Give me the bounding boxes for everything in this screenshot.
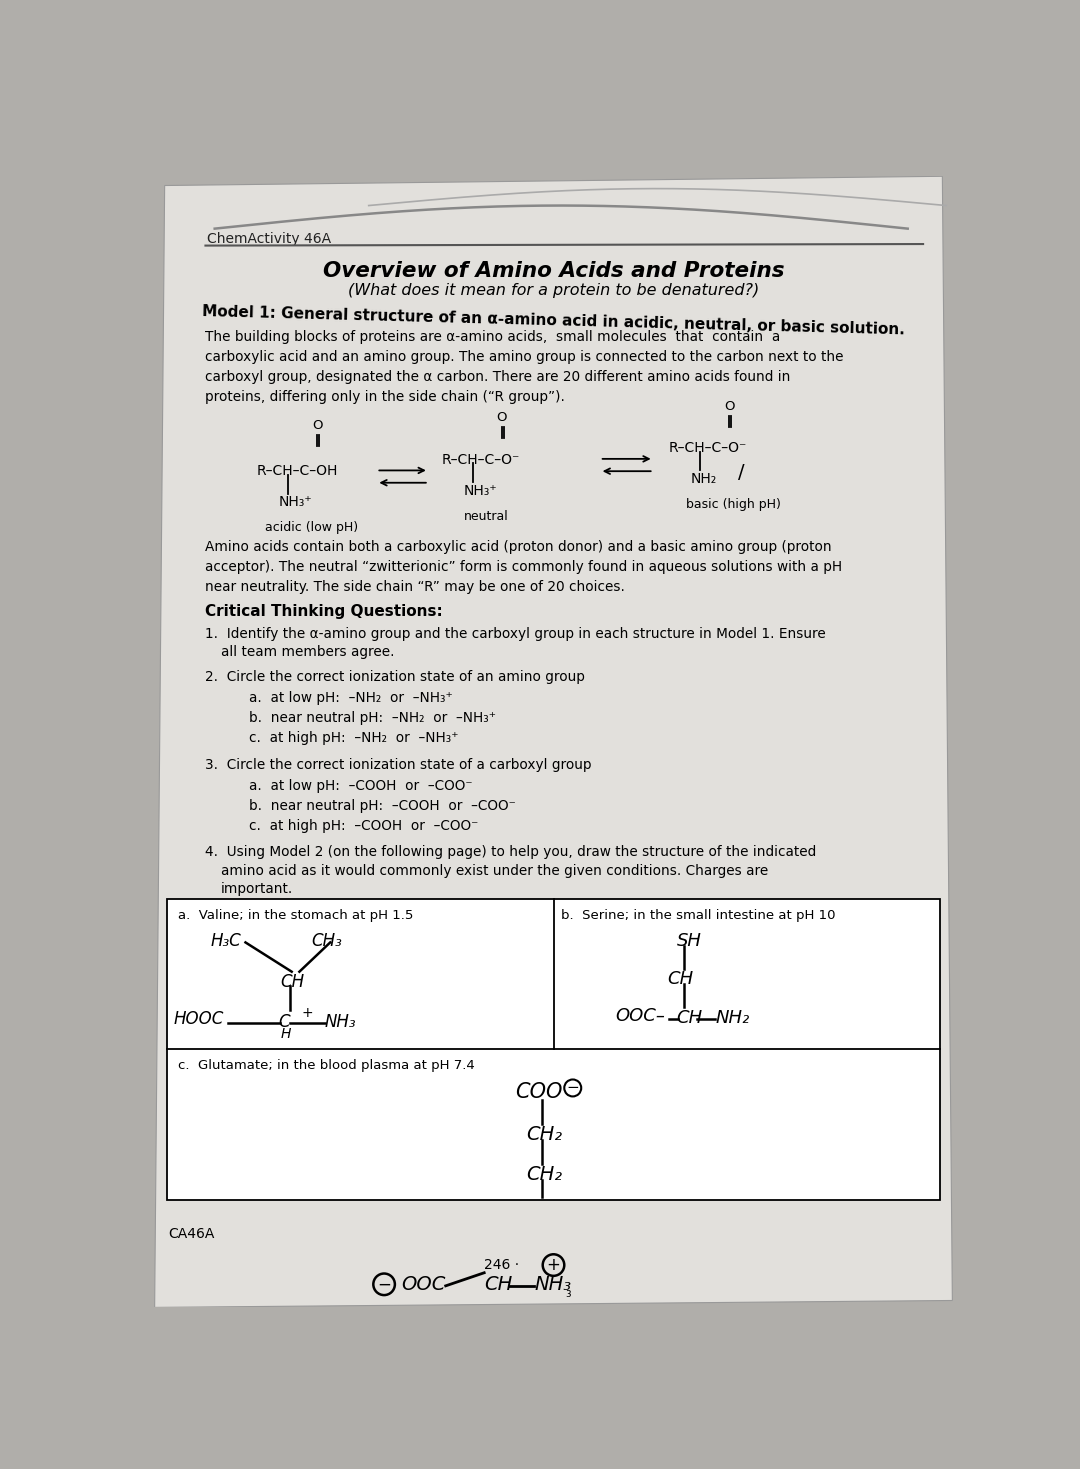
Text: O: O: [724, 400, 734, 413]
Text: 246 ·: 246 ·: [484, 1257, 519, 1272]
Text: basic (high pH): basic (high pH): [686, 498, 781, 511]
Text: Model 1: General structure of an α-amino acid in acidic, neutral, or basic solut: Model 1: General structure of an α-amino…: [202, 304, 905, 338]
Text: NH₃: NH₃: [325, 1014, 356, 1031]
Text: HOOC: HOOC: [174, 1011, 225, 1028]
Text: CH: CH: [677, 1009, 703, 1027]
Text: +: +: [546, 1256, 561, 1274]
Text: carboxylic acid and an amino group. The amino group is connected to the carbon n: carboxylic acid and an amino group. The …: [205, 350, 843, 364]
Text: c.  at high pH:  –COOH  or  –COO⁻: c. at high pH: –COOH or –COO⁻: [249, 820, 478, 833]
Text: c.  Glutamate; in the blood plasma at pH 7.4: c. Glutamate; in the blood plasma at pH …: [178, 1059, 474, 1072]
Text: The building blocks of proteins are α-amino acids,  small molecules  that  conta: The building blocks of proteins are α-am…: [205, 331, 781, 344]
Text: −: −: [566, 1081, 579, 1096]
Text: neutral: neutral: [463, 510, 509, 523]
Text: b.  near neutral pH:  –COOH  or  –COO⁻: b. near neutral pH: –COOH or –COO⁻: [249, 799, 516, 814]
Text: 4.  Using Model 2 (on the following page) to help you, draw the structure of the: 4. Using Model 2 (on the following page)…: [205, 846, 816, 859]
Text: SH: SH: [677, 931, 702, 949]
Text: Amino acids contain both a carboxylic acid (proton donor) and a basic amino grou: Amino acids contain both a carboxylic ac…: [205, 539, 832, 554]
Text: OOC: OOC: [401, 1275, 445, 1294]
Text: Overview of Amino Acids and Proteins: Overview of Amino Acids and Proteins: [323, 261, 784, 281]
Text: all team members agree.: all team members agree.: [220, 645, 394, 660]
Text: b.  near neutral pH:  –NH₂  or  –NH₃⁺: b. near neutral pH: –NH₂ or –NH₃⁺: [249, 711, 497, 726]
Text: 3.  Circle the correct ionization state of a carboxyl group: 3. Circle the correct ionization state o…: [205, 758, 592, 771]
Text: H₃C: H₃C: [211, 931, 242, 949]
Text: OOC–: OOC–: [616, 1008, 665, 1025]
Text: CH₂: CH₂: [527, 1125, 563, 1144]
Text: ₃: ₃: [565, 1285, 570, 1300]
Bar: [167, 899, 940, 1200]
Text: b.  Serine; in the small intestine at pH 10: b. Serine; in the small intestine at pH …: [562, 908, 836, 921]
Text: proteins, differing only in the side chain (“R group”).: proteins, differing only in the side cha…: [205, 391, 565, 404]
Text: a.  at low pH:  –NH₂  or  –NH₃⁺: a. at low pH: –NH₂ or –NH₃⁺: [249, 692, 454, 705]
Text: R–CH–C–O⁻: R–CH–C–O⁻: [669, 441, 747, 455]
Text: a.  Valine; in the stomach at pH 1.5: a. Valine; in the stomach at pH 1.5: [178, 908, 414, 921]
Text: R–CH–C–O⁻: R–CH–C–O⁻: [442, 452, 521, 467]
Text: CH₃: CH₃: [311, 931, 341, 949]
Text: a.  at low pH:  –COOH  or  –COO⁻: a. at low pH: –COOH or –COO⁻: [249, 779, 473, 793]
Text: amino acid as it would commonly exist under the given conditions. Charges are: amino acid as it would commonly exist un…: [220, 864, 768, 878]
Text: Critical Thinking Questions:: Critical Thinking Questions:: [205, 604, 443, 618]
Text: /: /: [739, 463, 745, 482]
Text: R–CH–C–OH: R–CH–C–OH: [257, 464, 338, 479]
Text: CH: CH: [280, 974, 305, 992]
Text: ChemActivity 46A: ChemActivity 46A: [207, 232, 332, 245]
Text: CH₂: CH₂: [527, 1165, 563, 1184]
Text: important.: important.: [220, 883, 293, 896]
Text: NH₂: NH₂: [690, 472, 717, 486]
Text: NH₂: NH₂: [715, 1009, 750, 1027]
Text: 2.  Circle the correct ionization state of an amino group: 2. Circle the correct ionization state o…: [205, 670, 585, 685]
Text: O: O: [312, 419, 322, 432]
Text: CH: CH: [667, 970, 693, 989]
Text: H: H: [280, 1027, 291, 1042]
Text: COO: COO: [515, 1081, 563, 1102]
Text: near neutrality. The side chain “R” may be one of 20 choices.: near neutrality. The side chain “R” may …: [205, 580, 625, 593]
Text: (What does it mean for a protein to be denatured?): (What does it mean for a protein to be d…: [348, 282, 759, 298]
Text: c.  at high pH:  –NH₂  or  –NH₃⁺: c. at high pH: –NH₂ or –NH₃⁺: [249, 732, 459, 745]
Text: CA46A: CA46A: [168, 1227, 215, 1240]
Text: NH₃⁺: NH₃⁺: [279, 495, 312, 510]
Text: acceptor). The neutral “zwitterionic” form is commonly found in aqueous solution: acceptor). The neutral “zwitterionic” fo…: [205, 560, 842, 574]
Text: CH: CH: [484, 1275, 512, 1294]
Text: C: C: [279, 1014, 291, 1031]
Text: +: +: [301, 1006, 313, 1019]
Text: carboxyl group, designated the α carbon. There are 20 different amino acids foun: carboxyl group, designated the α carbon.…: [205, 370, 791, 385]
Text: O: O: [497, 411, 508, 425]
Text: NH₃⁺: NH₃⁺: [463, 483, 497, 498]
Polygon shape: [154, 176, 953, 1307]
Text: NH₃: NH₃: [535, 1275, 571, 1294]
Text: −: −: [377, 1275, 391, 1293]
Text: 1.  Identify the α-amino group and the carboxyl group in each structure in Model: 1. Identify the α-amino group and the ca…: [205, 627, 826, 640]
Text: acidic (low pH): acidic (low pH): [265, 521, 357, 535]
